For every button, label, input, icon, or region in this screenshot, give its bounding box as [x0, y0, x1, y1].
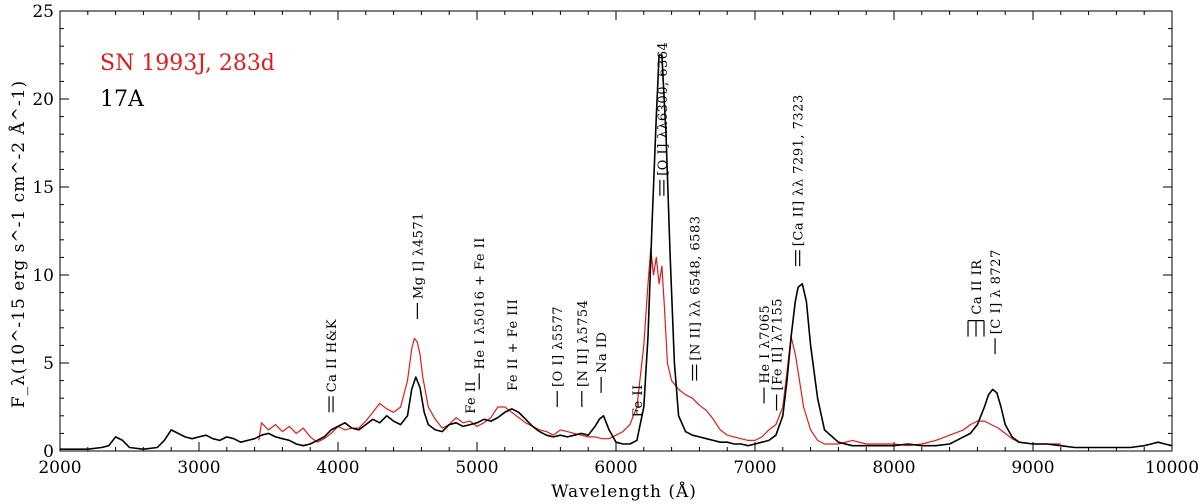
annotation: Ca II H&K [325, 319, 340, 413]
y-tick-label: 5 [43, 354, 54, 374]
annotation-label: He I λ5016 + Fe II [473, 237, 488, 369]
x-tick-label: 2000 [38, 458, 81, 478]
annotation: [Fe II] λ7155 [771, 298, 786, 411]
plot-area-border [59, 10, 1173, 452]
x-tick-label: 9000 [1011, 458, 1054, 478]
annotation: [C I] λ 8727 [989, 249, 1004, 355]
y-tick-label: 10 [32, 266, 54, 286]
annotation-label: [N II] λλ 6548, 6583 [689, 215, 704, 360]
annotation: Na ID [595, 332, 610, 393]
plot-frame [59, 10, 1173, 452]
annotation-label: He I λ7065 [758, 305, 773, 384]
annotation-label: [O I] λλ6300, 6364 [656, 42, 671, 176]
x-tick-label: 10000 [1145, 458, 1199, 478]
annotation-label: [C I] λ 8727 [989, 249, 1004, 334]
x-axis-label: Wavelength (Å) [551, 481, 697, 502]
y-axis-label: F_λ(10^-15 erg s^-1 cm^-2 Å^-1) [8, 80, 29, 408]
annotation-label: Ca II IR [970, 259, 985, 315]
series-line-sn1993j [258, 248, 1061, 447]
y-axis-ticks: 0 5 10 15 20 25 [32, 2, 1172, 462]
y-tick-label: 25 [32, 2, 54, 22]
annotation-label: [Fe II] λ7155 [771, 298, 786, 391]
x-tick-label: 7000 [733, 458, 776, 478]
x-tick-label: 5000 [455, 458, 498, 478]
annotation: [N II] λ5754 [576, 300, 591, 407]
annotation-label: Fe II + Fe III [506, 299, 521, 391]
legend-series-1: SN 1993J, 283d [100, 51, 275, 76]
annotation: Mg I] λ4571 [411, 212, 426, 319]
x-tick-label: 3000 [177, 458, 220, 478]
annotation: [Ca II] λλ 7291, 7323 [792, 94, 807, 267]
y-tick-label: 0 [43, 442, 54, 462]
y-tick-label: 20 [32, 90, 54, 110]
annotation: [O I] λλ6300, 6364 [656, 42, 671, 196]
annotation-label: Fe II [464, 381, 479, 414]
legend-series-2: 17A [100, 87, 145, 112]
x-tick-label: 4000 [316, 458, 359, 478]
x-tick-label: 8000 [872, 458, 915, 478]
line-annotations: Ca II H&K Mg I] λ4571 Fe II He I λ5016 + Fe… [325, 42, 1004, 418]
annotation: Fe II [464, 381, 479, 414]
annotation: Ca II IR [967, 259, 985, 337]
annotation: [O I] λ5577 [551, 306, 566, 407]
x-tick-label: 6000 [594, 458, 637, 478]
annotation: Fe II [631, 384, 646, 417]
series-line-17a [60, 54, 1173, 450]
annotation-label: Fe II [631, 384, 646, 417]
annotation-label: Ca II H&K [325, 319, 340, 392]
annotation: Fe II + Fe III [506, 299, 521, 391]
annotation-label: Mg I] λ4571 [411, 212, 426, 299]
annotation-label: [N II] λ5754 [576, 300, 591, 387]
series-lines [60, 54, 1173, 450]
y-tick-label: 15 [32, 178, 54, 198]
annotation-label: [O I] λ5577 [551, 306, 566, 387]
annotation-label: [Ca II] λλ 7291, 7323 [792, 94, 807, 246]
annotation: [N II] λλ 6548, 6583 [689, 215, 704, 381]
annotation-label: Na ID [595, 332, 610, 373]
annotation: He I λ7065 [758, 305, 773, 404]
x-axis-ticks: 2000 3000 4000 5000 6000 7000 8000 9000 10000 [38, 11, 1199, 478]
annotation: He I λ5016 + Fe II [473, 237, 488, 390]
